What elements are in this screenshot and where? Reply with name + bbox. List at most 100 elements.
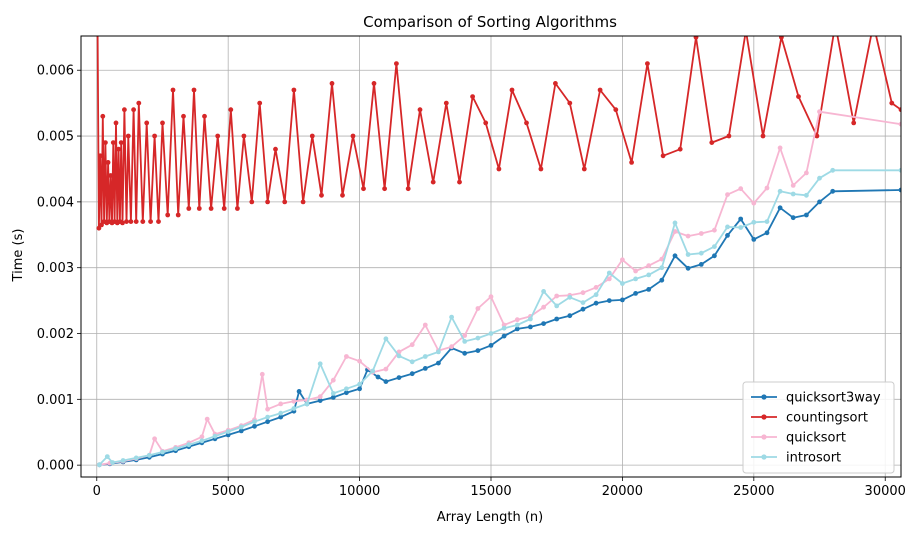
- data-point-countingsort: [796, 94, 801, 99]
- data-point-countingsort: [597, 87, 603, 93]
- data-point-introsort: [830, 167, 836, 173]
- data-point-quicksort: [488, 294, 494, 300]
- data-point-introsort: [252, 419, 257, 425]
- data-point-quicksort3way: [357, 386, 362, 392]
- data-point-introsort: [672, 220, 678, 226]
- data-point-quicksort3way: [422, 366, 428, 371]
- data-point-quicksort: [712, 227, 717, 233]
- data-point-countingsort: [496, 166, 502, 172]
- data-point-introsort: [685, 252, 691, 257]
- data-point-quicksort: [685, 233, 691, 239]
- data-point-quicksort: [449, 344, 454, 350]
- data-point-introsort: [212, 433, 218, 439]
- data-point-quicksort: [317, 394, 323, 400]
- data-point-introsort: [146, 452, 152, 458]
- data-point-introsort: [817, 175, 822, 181]
- data-point-countingsort: [110, 140, 116, 146]
- data-point-introsort: [633, 276, 638, 282]
- data-point-countingsort: [282, 199, 288, 205]
- data-point-quicksort3way: [514, 326, 520, 332]
- data-point-quicksort: [357, 358, 362, 364]
- data-point-quicksort: [606, 276, 612, 282]
- data-point-countingsort: [257, 100, 263, 106]
- data-point-countingsort: [103, 140, 108, 146]
- data-point-quicksort: [265, 406, 270, 412]
- data-point-quicksort: [698, 231, 704, 236]
- data-point-quicksort3way: [317, 398, 323, 403]
- data-point-quicksort: [204, 416, 210, 422]
- data-point-quicksort3way: [685, 265, 691, 271]
- data-point-countingsort: [677, 146, 683, 152]
- data-point-countingsort: [309, 133, 315, 139]
- data-point-countingsort: [417, 107, 423, 113]
- data-point-countingsort: [96, 225, 102, 231]
- data-point-introsort: [462, 339, 468, 344]
- data-point-quicksort3way: [646, 287, 652, 292]
- data-point-countingsort: [152, 133, 158, 139]
- data-point-quicksort3way: [777, 205, 783, 211]
- data-point-quicksort: [541, 304, 546, 310]
- data-point-countingsort: [538, 166, 544, 172]
- data-point-quicksort3way: [252, 423, 257, 429]
- data-point-quicksort3way: [804, 212, 809, 218]
- data-point-introsort: [646, 272, 652, 278]
- data-point-introsort: [160, 449, 165, 455]
- data-point-countingsort: [382, 186, 387, 192]
- data-point-introsort: [383, 336, 389, 342]
- data-point-quicksort3way: [296, 389, 302, 394]
- data-point-countingsort: [660, 153, 666, 159]
- data-point-countingsort: [405, 186, 411, 192]
- data-point-quicksort3way: [672, 253, 678, 259]
- data-point-introsort: [199, 438, 205, 444]
- data-point-introsort: [698, 250, 704, 256]
- data-point-countingsort: [148, 219, 154, 225]
- data-point-countingsort: [249, 199, 255, 205]
- x-tick-label: 25000: [733, 484, 774, 499]
- data-point-introsort: [580, 300, 586, 305]
- data-point-quicksort3way: [620, 297, 625, 303]
- legend-label-quicksort: quicksort: [786, 431, 846, 446]
- data-point-quicksort: [593, 285, 599, 290]
- data-point-quicksort3way: [554, 316, 560, 322]
- tick-layer: 0 5000 10000 15000 20000 25000 30000 0.000 0.001…: [37, 64, 906, 499]
- data-point-introsort: [514, 322, 520, 328]
- legend-marker-introsort: [761, 454, 767, 460]
- data-point-quicksort: [764, 185, 770, 191]
- data-point-countingsort: [470, 94, 475, 99]
- data-point-quicksort3way: [830, 188, 836, 194]
- data-point-quicksort: [725, 192, 730, 198]
- data-point-countingsort: [241, 133, 247, 139]
- data-point-introsort: [790, 191, 796, 197]
- data-point-countingsort: [97, 153, 103, 159]
- legend-label-introsort: introsort: [786, 451, 841, 466]
- data-point-quicksort3way: [528, 324, 533, 330]
- data-point-quicksort: [817, 109, 822, 115]
- data-point-introsort: [370, 368, 376, 374]
- data-point-countingsort: [509, 87, 515, 93]
- data-point-introsort: [409, 359, 415, 365]
- data-point-countingsort: [709, 140, 715, 146]
- data-point-countingsort: [116, 146, 121, 152]
- y-tick-label: 0.002: [37, 327, 74, 342]
- x-tick-label: 30000: [865, 484, 906, 499]
- y-tick-label: 0.005: [37, 130, 74, 145]
- y-tick-label: 0.000: [37, 459, 74, 474]
- data-point-countingsort: [221, 206, 227, 211]
- data-point-quicksort: [804, 170, 809, 176]
- data-point-countingsort: [208, 206, 214, 211]
- data-point-countingsort: [105, 160, 111, 165]
- data-point-countingsort: [483, 120, 489, 126]
- data-point-introsort: [804, 192, 809, 198]
- data-point-countingsort: [291, 87, 297, 93]
- legend-frame: [742, 381, 895, 474]
- data-point-countingsort: [120, 220, 125, 226]
- data-point-countingsort: [329, 81, 335, 86]
- data-point-quicksort3way: [409, 371, 415, 377]
- data-point-countingsort: [760, 133, 766, 139]
- data-point-countingsort: [693, 36, 699, 40]
- data-point-introsort: [554, 303, 560, 309]
- data-point-quicksort3way: [344, 390, 349, 396]
- data-point-countingsort: [871, 22, 876, 27]
